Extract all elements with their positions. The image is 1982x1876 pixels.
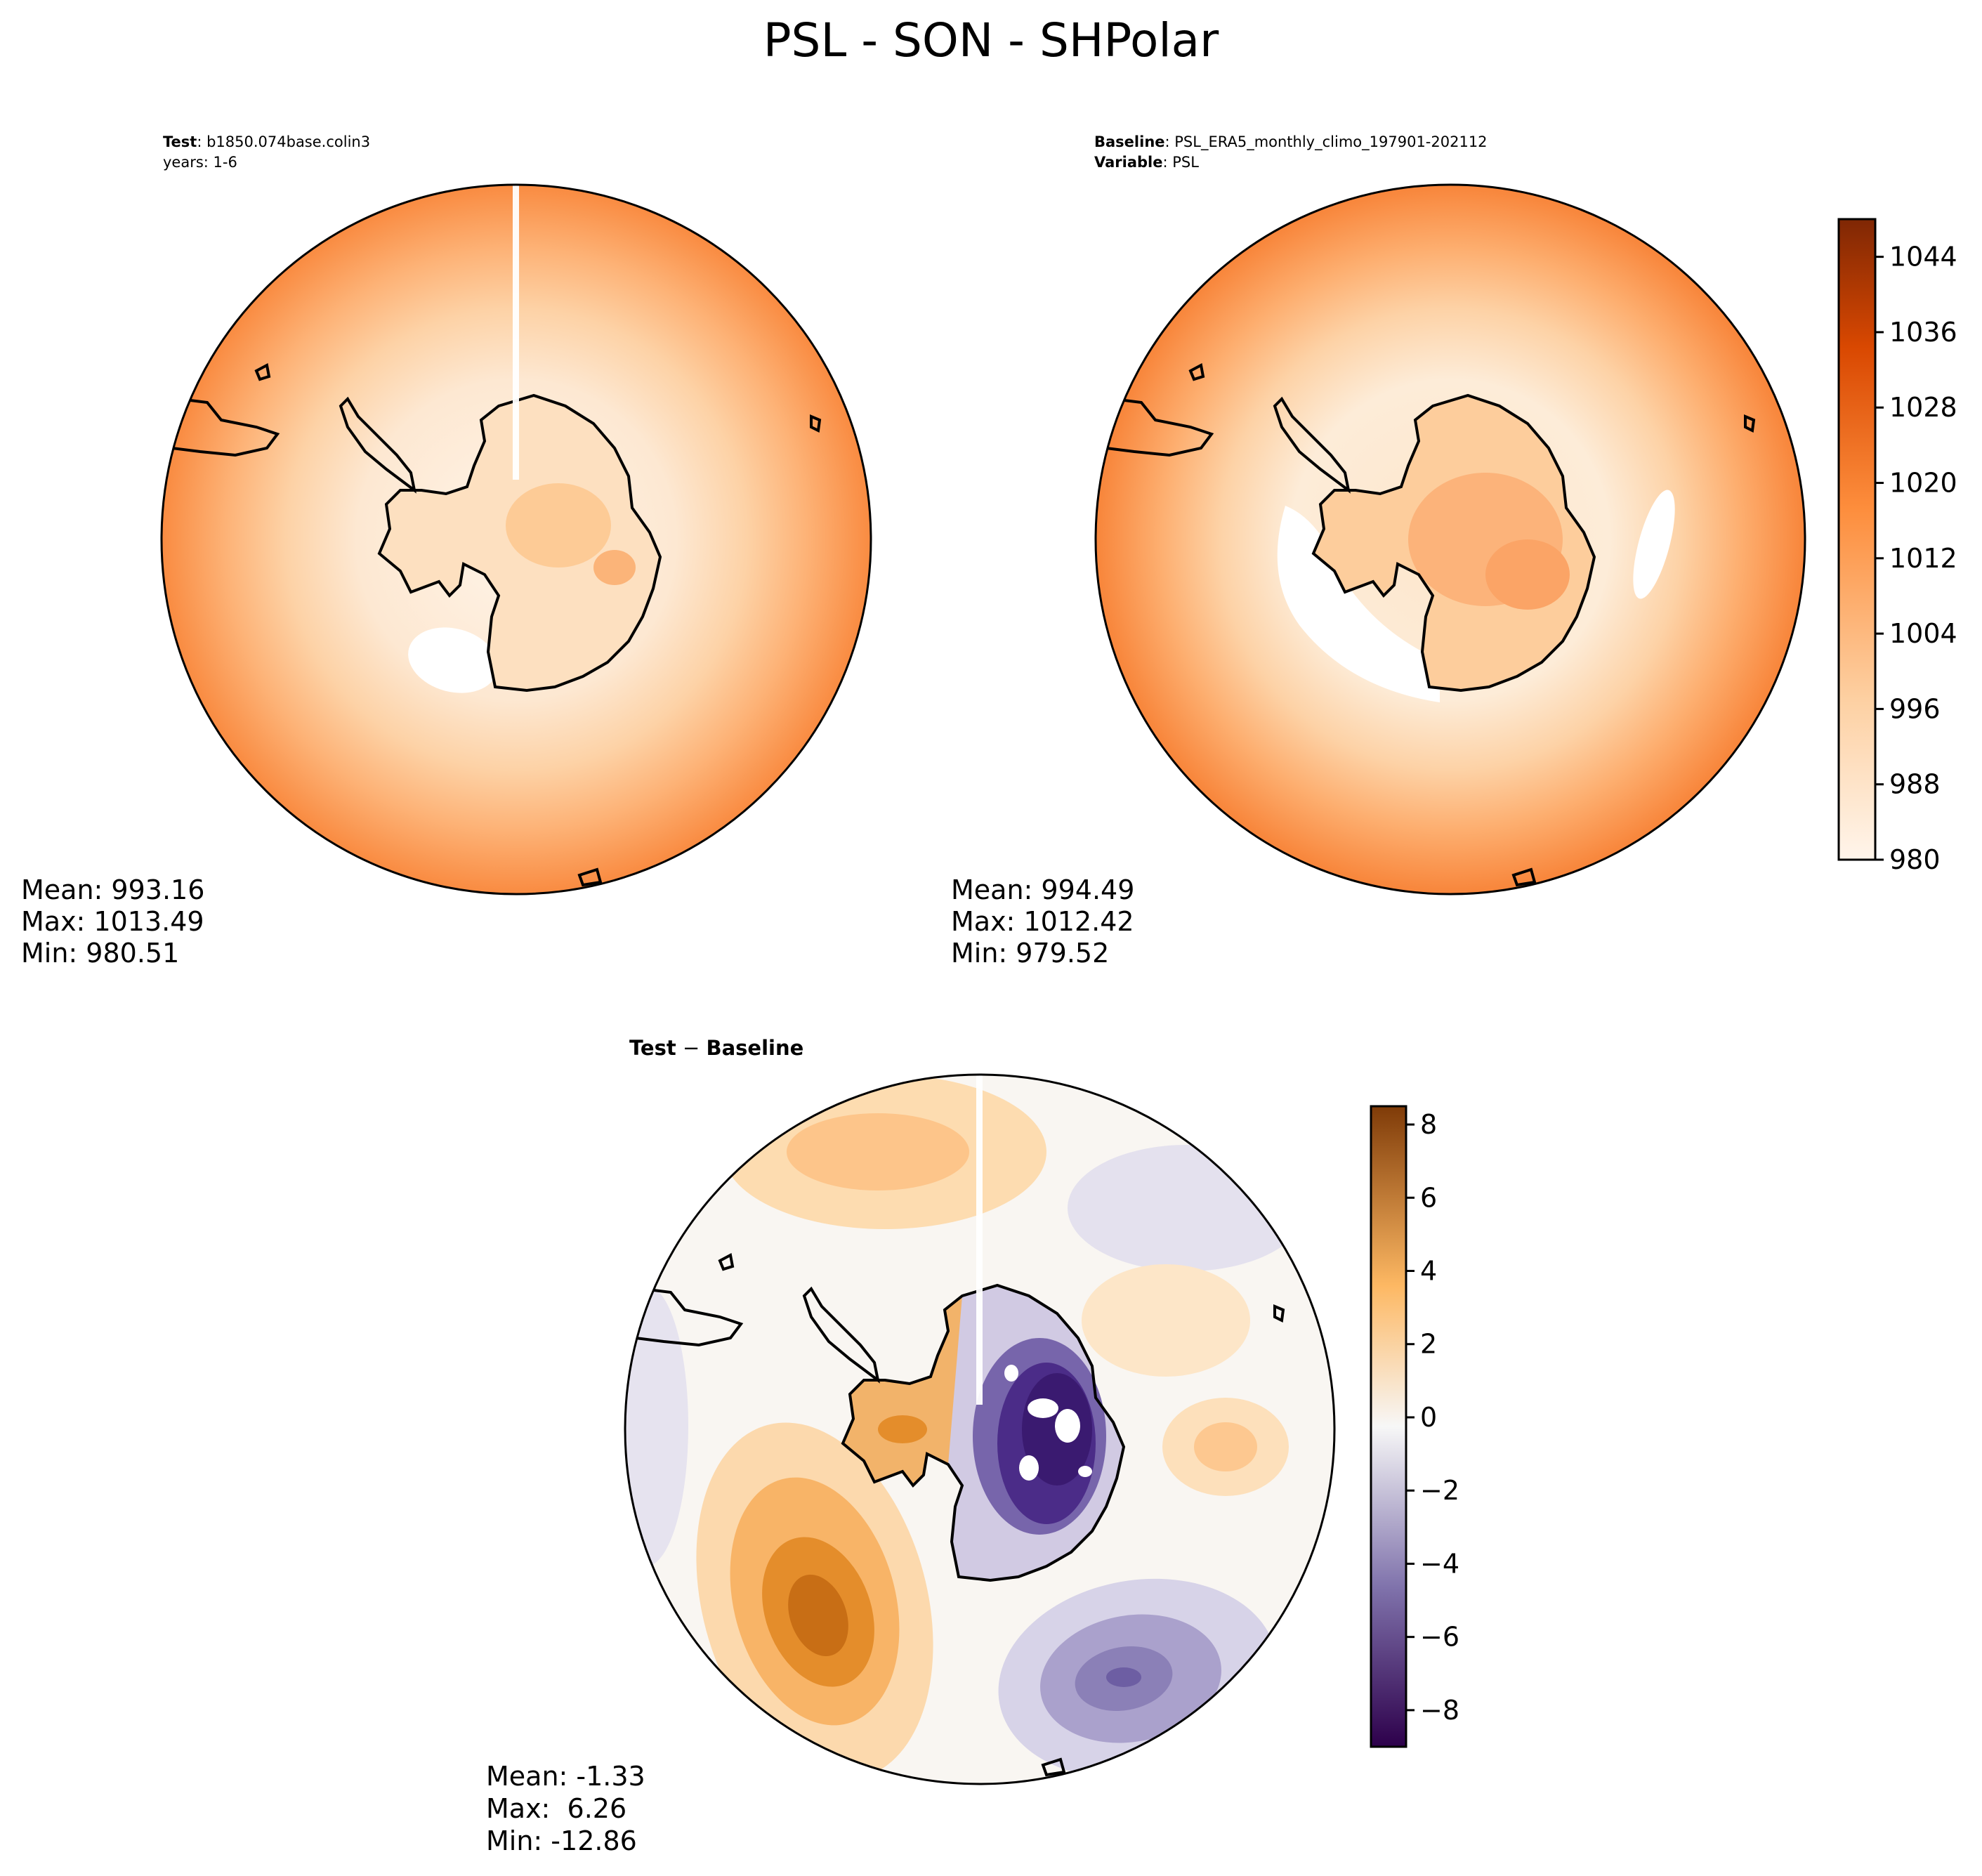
- figure-title: PSL - SON - SHPolar: [763, 13, 1219, 67]
- baseline-case-label: Baseline: PSL_ERA5_monthly_climo_197901-…: [1094, 133, 1488, 151]
- diff-title: Test − Baseline: [629, 1036, 803, 1060]
- test-panel: Test: b1850.074base.colin3 years: 1-6: [21, 133, 872, 969]
- test-max: Max: 1013.49: [21, 906, 204, 937]
- variable-label-bold: Variable: [1094, 154, 1162, 171]
- colorbar-diff-tick-label: −4: [1420, 1548, 1459, 1579]
- baseline-max: Max: 1012.42: [951, 906, 1134, 937]
- colorbar-diff-bar: [1370, 1105, 1407, 1748]
- diff-min: Min: -12.86: [486, 1825, 637, 1856]
- test-label-rest: : b1850.074base.colin3: [197, 133, 370, 150]
- colorbar-top-tick-label: 1036: [1889, 317, 1957, 348]
- baseline-panel: Baseline: PSL_ERA5_monthly_climo_197901-…: [951, 133, 1806, 969]
- colorbar-diff-tick-label: 6: [1420, 1182, 1437, 1213]
- test-label-bold: Test: [163, 133, 197, 150]
- test-map: [160, 183, 872, 896]
- diff-panel: Test − Baseline: [486, 1036, 1336, 1856]
- diff-title-baseline: Baseline: [706, 1036, 803, 1060]
- colorbar-top-tick-label: 988: [1889, 769, 1941, 800]
- colorbar-top-tick-label: 980: [1889, 844, 1941, 875]
- baseline-map: [1094, 183, 1806, 896]
- colorbar-top-tick-label: 1020: [1889, 468, 1957, 499]
- diff-title-minus: −: [676, 1036, 707, 1060]
- colorbar-top-ticks: 980 988 996 1004 1012 1020 1028 1036 1044: [1875, 242, 1957, 875]
- colorbar-diff-ticks: −8 −6 −4 −2 0 2 4 6 8: [1406, 1109, 1459, 1726]
- diff-mean: Mean: -1.33: [486, 1761, 645, 1792]
- baseline-label-rest: : PSL_ERA5_monthly_climo_197901-202112: [1165, 133, 1488, 151]
- baseline-mean: Mean: 994.49: [951, 874, 1134, 905]
- test-mean: Mean: 993.16: [21, 874, 204, 905]
- colorbar-diff-tick-label: 8: [1420, 1109, 1437, 1140]
- colorbar-diff-tick-label: 2: [1420, 1329, 1437, 1360]
- test-min: Min: 980.51: [21, 938, 179, 969]
- baseline-min: Min: 979.52: [951, 938, 1109, 969]
- colorbar-diff: −8 −6 −4 −2 0 2 4 6 8: [1370, 1105, 1459, 1748]
- colorbar-top-tick-label: 1004: [1889, 618, 1957, 649]
- test-case-label: Test: b1850.074base.colin3: [163, 133, 370, 150]
- baseline-label-bold: Baseline: [1094, 133, 1165, 150]
- colorbar-diff-tick-label: −6: [1420, 1622, 1459, 1653]
- test-years-label: years: 1-6: [163, 154, 237, 171]
- colorbar-top-bar: [1837, 218, 1877, 861]
- diff-title-test: Test: [629, 1036, 676, 1060]
- colorbar-top-tick-label: 1012: [1889, 543, 1957, 574]
- colorbar-top-tick-label: 996: [1889, 693, 1941, 724]
- colorbar-diff-tick-label: 0: [1420, 1402, 1437, 1433]
- colorbar-diff-tick-label: 4: [1420, 1256, 1437, 1287]
- colorbar-diff-tick-label: −2: [1420, 1475, 1459, 1506]
- variable-label-rest: : PSL: [1162, 154, 1199, 171]
- diff-map: [624, 1073, 1336, 1785]
- colorbar-top-tick-label: 1044: [1889, 242, 1957, 273]
- diff-max: Max: 6.26: [486, 1793, 626, 1824]
- colorbar-top-tick-label: 1028: [1889, 392, 1957, 423]
- baseline-variable-label: Variable: PSL: [1094, 154, 1199, 171]
- colorbar-diff-tick-label: −8: [1420, 1695, 1459, 1726]
- colorbar-top: 980 988 996 1004 1012 1020 1028 1036 1044: [1837, 218, 1957, 875]
